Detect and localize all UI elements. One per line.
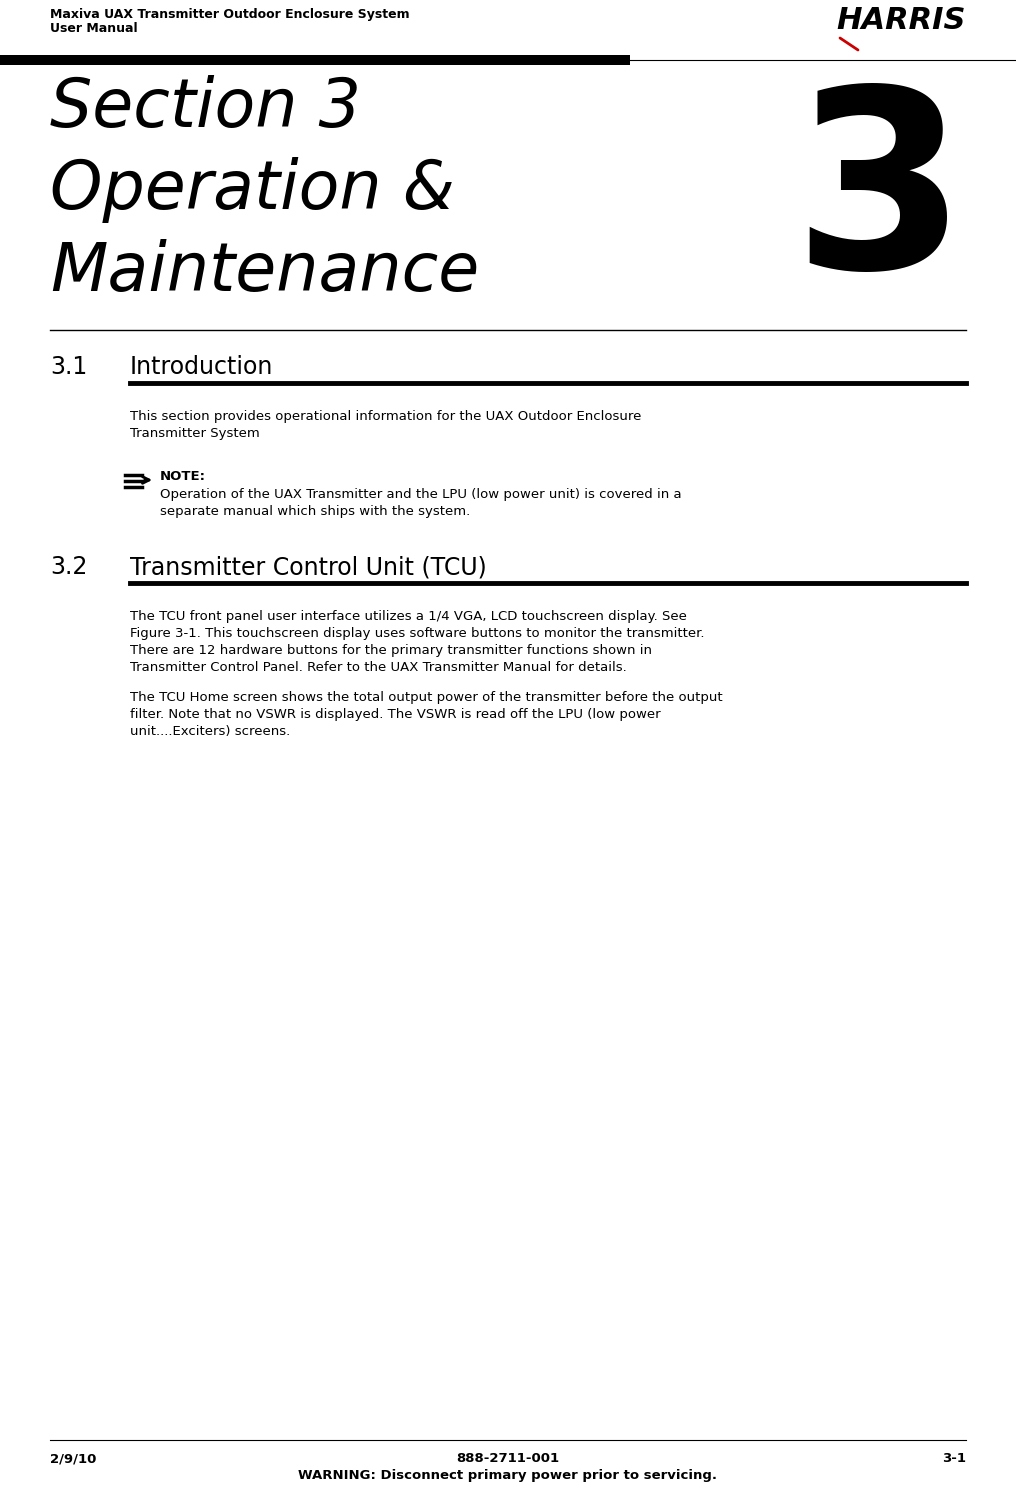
Text: 888-2711-001: 888-2711-001 — [456, 1452, 560, 1465]
Text: Transmitter Control Unit (TCU): Transmitter Control Unit (TCU) — [130, 554, 487, 580]
Text: 3-1: 3-1 — [942, 1452, 966, 1465]
Text: 3: 3 — [792, 78, 966, 321]
Bar — [0, 55, 630, 64]
Text: User Manual: User Manual — [50, 22, 137, 34]
Text: Maxiva UAX Transmitter Outdoor Enclosure System: Maxiva UAX Transmitter Outdoor Enclosure… — [50, 7, 409, 21]
Text: Introduction: Introduction — [130, 355, 273, 379]
Text: filter. Note that no VSWR is displayed. The VSWR is read off the LPU (low power: filter. Note that no VSWR is displayed. … — [130, 709, 660, 721]
Text: There are 12 hardware buttons for the primary transmitter functions shown in: There are 12 hardware buttons for the pr… — [130, 644, 652, 658]
Text: Section 3: Section 3 — [50, 75, 361, 141]
Text: separate manual which ships with the system.: separate manual which ships with the sys… — [160, 505, 470, 518]
Text: Figure 3-1. This touchscreen display uses software buttons to monitor the transm: Figure 3-1. This touchscreen display use… — [130, 628, 704, 640]
Text: 3.1: 3.1 — [50, 355, 87, 379]
Text: Transmitter System: Transmitter System — [130, 427, 260, 440]
Text: 3.2: 3.2 — [50, 554, 87, 580]
Text: unit....Exciters) screens.: unit....Exciters) screens. — [130, 725, 291, 739]
Text: WARNING: Disconnect primary power prior to servicing.: WARNING: Disconnect primary power prior … — [299, 1470, 717, 1482]
Text: 2/9/10: 2/9/10 — [50, 1452, 97, 1465]
Text: Maintenance: Maintenance — [50, 240, 480, 306]
Text: Operation &: Operation & — [50, 157, 455, 223]
Text: The TCU front panel user interface utilizes a 1/4 VGA, LCD touchscreen display. : The TCU front panel user interface utili… — [130, 610, 687, 623]
Text: The TCU Home screen shows the total output power of the transmitter before the o: The TCU Home screen shows the total outp… — [130, 691, 722, 704]
Text: NOTE:: NOTE: — [160, 470, 206, 482]
Text: HARRIS: HARRIS — [836, 6, 966, 34]
Text: This section provides operational information for the UAX Outdoor Enclosure: This section provides operational inform… — [130, 410, 641, 422]
Text: Operation of the UAX Transmitter and the LPU (low power unit) is covered in a: Operation of the UAX Transmitter and the… — [160, 488, 682, 500]
Text: Transmitter Control Panel. Refer to the UAX Transmitter Manual for details.: Transmitter Control Panel. Refer to the … — [130, 661, 627, 674]
